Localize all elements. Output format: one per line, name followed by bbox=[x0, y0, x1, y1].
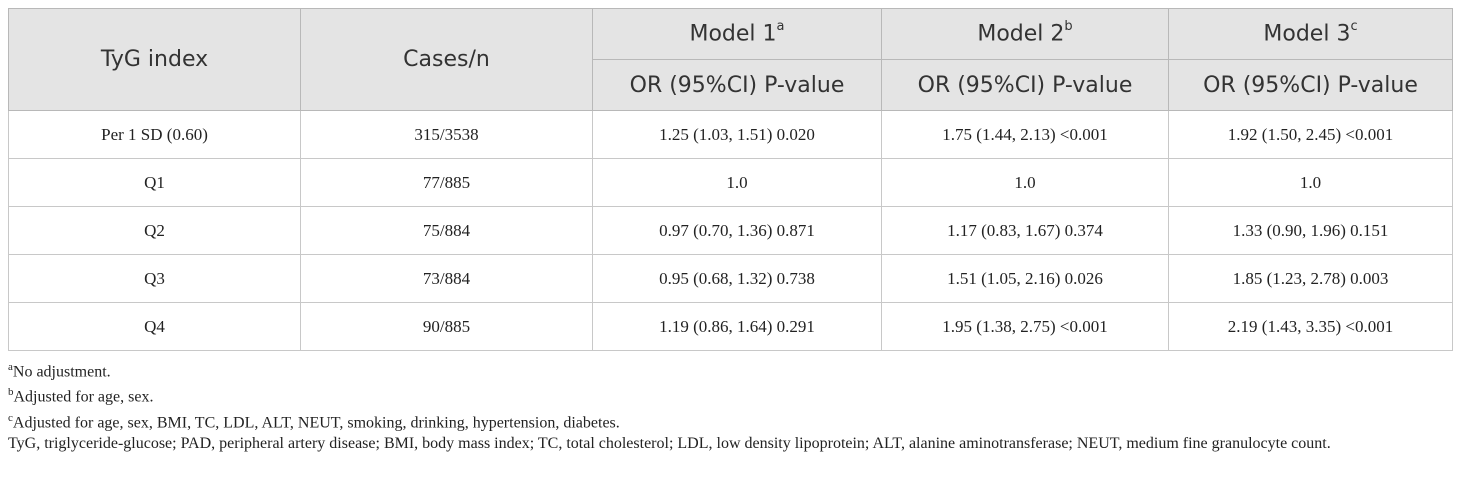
header-tyg-index: TyG index bbox=[8, 8, 301, 111]
table-container: TyG index Cases/n Model 1a Model 2b Mode… bbox=[8, 8, 1453, 454]
footnote-c-marker: c bbox=[8, 411, 13, 424]
model-1-cell: 1.0 bbox=[592, 158, 882, 207]
subheader-model-3: OR (95%CI) P-value bbox=[1168, 59, 1453, 111]
model-2-cell: 1.51 (1.05, 2.16) 0.026 bbox=[881, 254, 1169, 303]
row-label: Q1 bbox=[8, 158, 301, 207]
footnote-b-marker: b bbox=[8, 386, 14, 399]
row-label: Per 1 SD (0.60) bbox=[8, 110, 301, 159]
header-row: TyG index Cases/n Model 1a Model 2b Mode… bbox=[8, 8, 1453, 111]
cases-cell: 73/884 bbox=[300, 254, 593, 303]
table-row: Q4 90/885 1.19 (0.86, 1.64) 0.291 1.95 (… bbox=[8, 302, 1453, 351]
model-2-label: Model 2 bbox=[977, 21, 1065, 47]
header-model-1: Model 1a bbox=[592, 8, 882, 60]
model-3-cell: 1.92 (1.50, 2.45) <0.001 bbox=[1168, 110, 1453, 159]
subheader-row: OR (95%CI) P-value OR (95%CI) P-value OR… bbox=[9, 59, 1453, 111]
table-footnotes: aNo adjustment. bAdjusted for age, sex. … bbox=[8, 357, 1452, 454]
subheader-model-2: OR (95%CI) P-value bbox=[881, 59, 1169, 111]
table-row: Q1 77/885 1.0 1.0 1.0 bbox=[8, 158, 1453, 207]
header-cases: Cases/n bbox=[300, 8, 593, 111]
model-3-cell: 2.19 (1.43, 3.35) <0.001 bbox=[1168, 302, 1453, 351]
table-row: Per 1 SD (0.60) 315/3538 1.25 (1.03, 1.5… bbox=[8, 110, 1453, 159]
model-1-cell: 1.19 (0.86, 1.64) 0.291 bbox=[592, 302, 882, 351]
model-1-sup: a bbox=[776, 19, 785, 35]
cases-cell: 90/885 bbox=[300, 302, 593, 351]
footnote-b: bAdjusted for age, sex. bbox=[8, 382, 1452, 407]
footnote-b-text: Adjusted for age, sex. bbox=[13, 388, 154, 406]
row-label: Q4 bbox=[8, 302, 301, 351]
cases-cell: 315/3538 bbox=[300, 110, 593, 159]
cases-cell: 75/884 bbox=[300, 206, 593, 255]
subheader-model-1: OR (95%CI) P-value bbox=[592, 59, 882, 111]
model-3-cell: 1.33 (0.90, 1.96) 0.151 bbox=[1168, 206, 1453, 255]
model-2-cell: 1.17 (0.83, 1.67) 0.374 bbox=[881, 206, 1169, 255]
table-row: Q2 75/884 0.97 (0.70, 1.36) 0.871 1.17 (… bbox=[8, 206, 1453, 255]
model-3-sup: c bbox=[1350, 19, 1358, 35]
footnote-c-text: Adjusted for age, sex, BMI, TC, LDL, ALT… bbox=[12, 413, 620, 431]
footnote-a-marker: a bbox=[8, 361, 13, 373]
model-1-cell: 0.95 (0.68, 1.32) 0.738 bbox=[592, 254, 882, 303]
model-3-cell: 1.0 bbox=[1168, 158, 1453, 207]
abbreviations-note: TyG, triglyceride-glucose; PAD, peripher… bbox=[8, 434, 1331, 452]
model-2-cell: 1.0 bbox=[881, 158, 1169, 207]
model-1-cell: 0.97 (0.70, 1.36) 0.871 bbox=[592, 206, 882, 255]
cases-cell: 77/885 bbox=[300, 158, 593, 207]
row-label: Q2 bbox=[8, 206, 301, 255]
model-3-cell: 1.85 (1.23, 2.78) 0.003 bbox=[1168, 254, 1453, 303]
header-model-2: Model 2b bbox=[881, 8, 1169, 60]
model-1-cell: 1.25 (1.03, 1.51) 0.020 bbox=[592, 110, 882, 159]
footnote-a-text: No adjustment. bbox=[12, 363, 111, 381]
row-label: Q3 bbox=[8, 254, 301, 303]
header-model-3: Model 3c bbox=[1168, 8, 1453, 60]
model-2-cell: 1.95 (1.38, 2.75) <0.001 bbox=[881, 302, 1169, 351]
model-2-cell: 1.75 (1.44, 2.13) <0.001 bbox=[881, 110, 1169, 159]
table-row: Q3 73/884 0.95 (0.68, 1.32) 0.738 1.51 (… bbox=[8, 254, 1453, 303]
model-1-label: Model 1 bbox=[689, 21, 777, 47]
footnote-a: aNo adjustment. bbox=[8, 357, 1452, 382]
model-2-sup: b bbox=[1064, 19, 1073, 35]
footnote-c: cAdjusted for age, sex, BMI, TC, LDL, AL… bbox=[8, 408, 1452, 433]
results-table: TyG index Cases/n Model 1a Model 2b Mode… bbox=[8, 8, 1453, 351]
model-3-label: Model 3 bbox=[1263, 21, 1351, 47]
